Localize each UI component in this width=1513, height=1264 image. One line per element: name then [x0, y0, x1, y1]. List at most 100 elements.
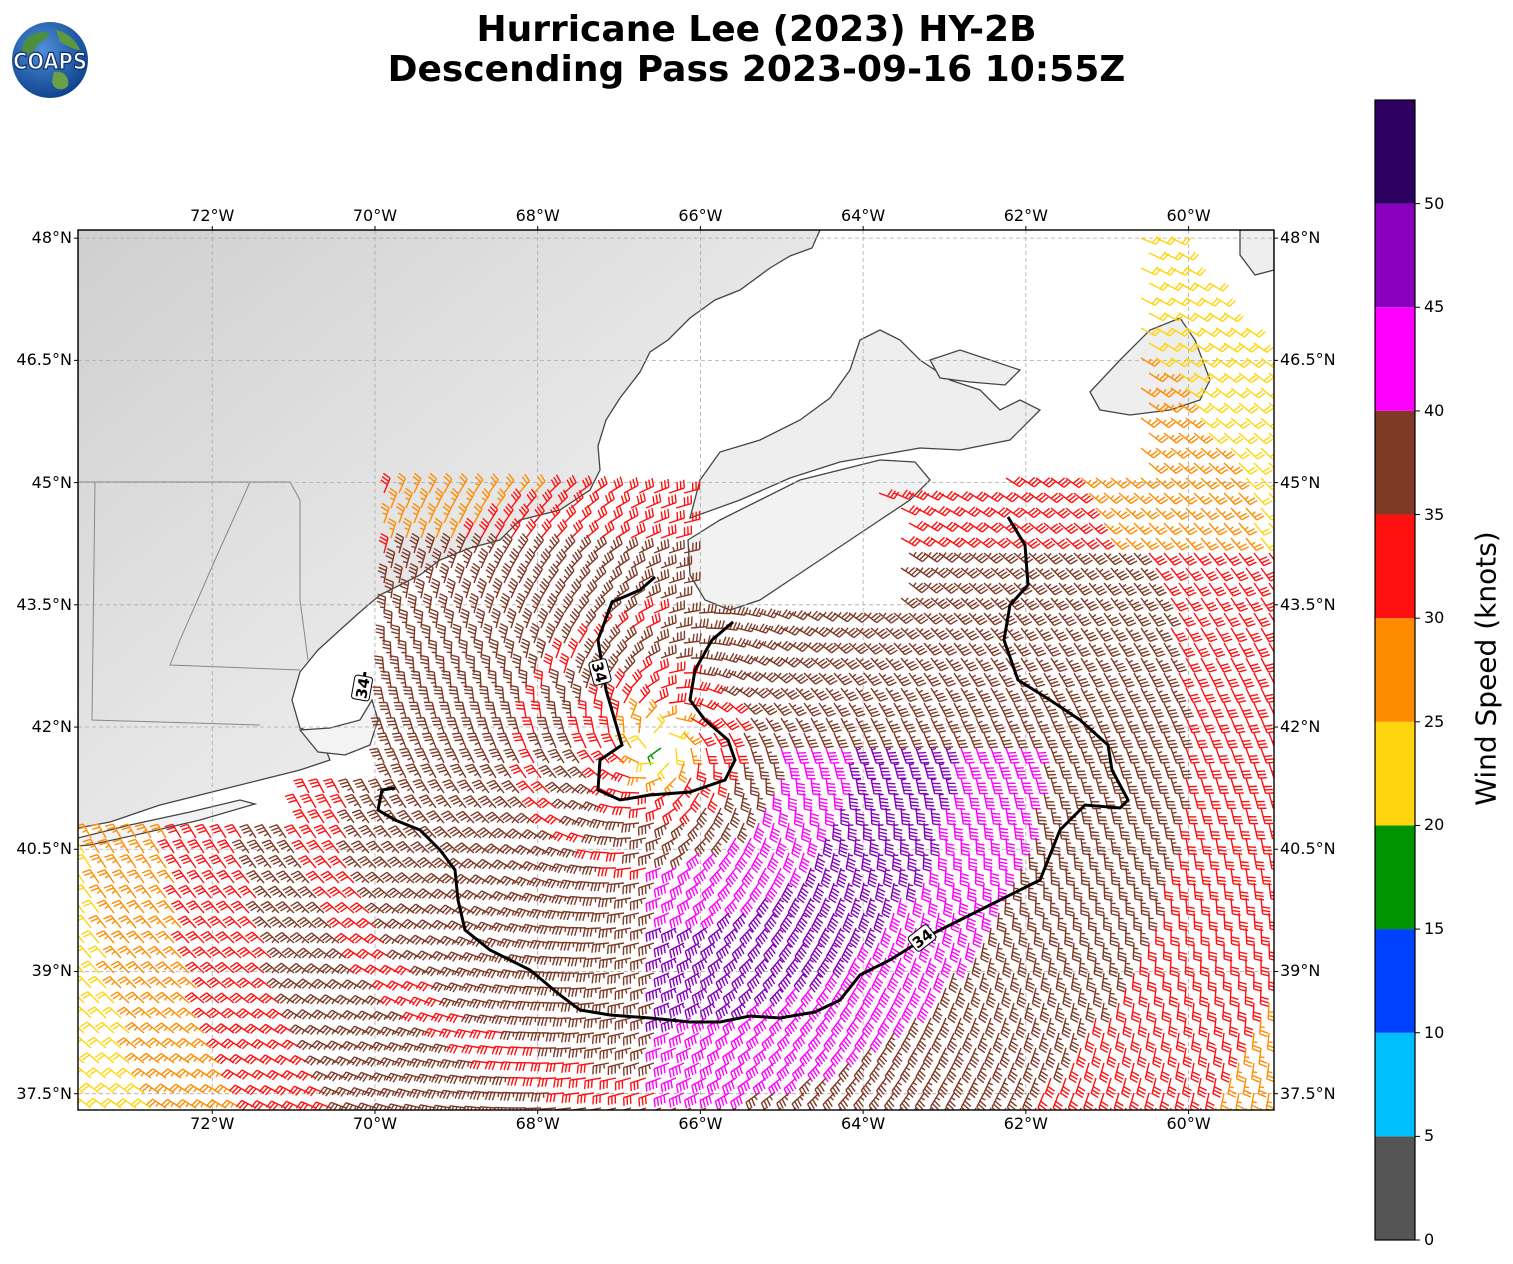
wind-barb [1253, 342, 1274, 353]
wind-barb [1193, 432, 1214, 444]
barb-shaft [1208, 402, 1223, 414]
barb-flag [1158, 434, 1166, 442]
barb-flag [1284, 514, 1291, 518]
wind-barb [1170, 357, 1191, 368]
wind-barb [1276, 508, 1294, 520]
barb-flag [683, 509, 685, 519]
wind-barb [1155, 447, 1176, 459]
barb-flag [1275, 652, 1283, 654]
wind-barb [1276, 418, 1295, 429]
barb-flag [619, 476, 624, 485]
barb-shaft [1140, 297, 1156, 306]
barb-flag [1242, 453, 1251, 460]
wind-barb [1276, 388, 1295, 398]
barb-flag [1288, 424, 1295, 429]
wind-barb [1208, 462, 1229, 475]
barb-flag [398, 472, 406, 479]
barb-shaft [653, 486, 670, 494]
barb-flag [448, 685, 457, 688]
barb-flag [1277, 529, 1284, 533]
barb-half-flag [402, 591, 408, 594]
barb-flag [1286, 516, 1293, 520]
land-nova-scotia [687, 459, 931, 611]
barb-half-flag [1221, 480, 1227, 485]
barb-shaft [683, 488, 700, 494]
barb-half-flag [410, 606, 415, 609]
wind-barb [1276, 448, 1294, 459]
barb-flag [613, 480, 618, 489]
barb-flag [1287, 455, 1294, 459]
wind-barb [1208, 282, 1230, 292]
barb-shaft [1148, 252, 1164, 261]
barb-flag [1236, 346, 1244, 353]
wind-barb [1155, 357, 1176, 368]
wind-barb [1140, 387, 1161, 398]
wind-barb [1170, 447, 1191, 459]
barb-half-flag [477, 620, 483, 624]
wind-barb [1193, 312, 1215, 322]
barb-half-flag [1155, 404, 1160, 409]
barb-flag [1285, 452, 1292, 456]
barb-shaft [1238, 372, 1253, 384]
wind-barb [1095, 477, 1116, 489]
barb-flag [1045, 479, 1053, 486]
barb-flag [1282, 667, 1290, 669]
barb-flag [597, 479, 603, 489]
barb-half-flag [500, 635, 506, 639]
barb-half-flag [432, 621, 437, 624]
barb-shaft [1276, 628, 1284, 642]
barb-flag [1093, 482, 1101, 489]
barb-flag [428, 475, 436, 483]
barb-flag [674, 614, 677, 623]
barb-flag [1155, 237, 1162, 245]
barb-flag [553, 476, 559, 485]
barb-shaft [563, 481, 577, 494]
barb-shaft [1230, 417, 1244, 429]
wind-barb [1230, 357, 1251, 368]
barb-half-flag [680, 652, 683, 658]
wind-barb [578, 475, 593, 494]
barb-half-flag [1207, 450, 1212, 455]
barb-half-flag [1147, 419, 1152, 424]
barb-shaft [1163, 432, 1177, 444]
barb-shaft [1223, 432, 1237, 445]
barb-flag [1250, 407, 1259, 414]
barb-shaft [1178, 282, 1194, 292]
barb-flag [600, 477, 605, 487]
barb-flag [671, 525, 674, 534]
barb-flag [1195, 420, 1203, 427]
land-new-england [78, 230, 821, 829]
barb-flag [550, 479, 557, 488]
barb-half-flag [536, 482, 541, 487]
barb-flag [1243, 361, 1251, 368]
barb-flag [1177, 345, 1185, 352]
wind-barb [1185, 387, 1206, 398]
barb-shaft [1260, 357, 1274, 369]
barb-shaft [383, 477, 391, 494]
wind-barb [1200, 447, 1221, 460]
wind-barb [1245, 417, 1266, 430]
wind-barb [668, 479, 685, 494]
barb-half-flag [1222, 450, 1227, 455]
barb-flag [1269, 483, 1274, 488]
barb-flag [1048, 481, 1056, 488]
barb-shaft [1170, 267, 1186, 276]
barb-flag [464, 692, 473, 695]
barb-half-flag [687, 547, 691, 552]
barb-flag [1184, 238, 1192, 246]
barb-flag [1209, 481, 1218, 488]
barb-flag [1255, 420, 1263, 427]
barb-flag [1285, 578, 1293, 581]
barb-flag [1191, 406, 1199, 414]
barb-flag [459, 475, 466, 483]
barb-half-flag [417, 591, 423, 594]
barb-half-flag [679, 622, 683, 628]
barb-flag [1179, 481, 1188, 488]
barb-half-flag [400, 681, 406, 684]
barb-flag [1257, 423, 1266, 430]
barb-flag [1239, 482, 1248, 488]
barb-shaft [1170, 387, 1185, 398]
barb-half-flag [1162, 419, 1167, 424]
barb-half-flag [1192, 419, 1197, 425]
barb-flag [1218, 435, 1226, 442]
